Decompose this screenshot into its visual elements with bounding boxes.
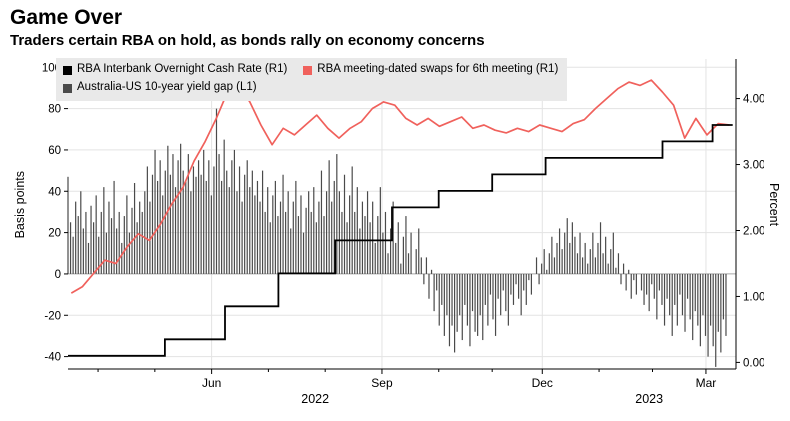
svg-text:Dec: Dec [531,376,552,390]
yield-gap-swatch-icon [63,83,72,93]
right-axis-title: Percent [767,182,782,226]
left-axis-title-column: Basis points [10,53,30,415]
swaps-swatch-icon [303,65,313,75]
legend: RBA Interbank Overnight Cash Rate (R1) R… [56,58,568,101]
legend-label-swaps: RBA meeting-dated swaps for 6th meeting … [317,63,559,76]
svg-text:2.00: 2.00 [743,226,765,238]
svg-text:3.00: 3.00 [743,160,765,172]
chart-subtitle: Traders certain RBA on hold, as bonds ra… [10,32,485,50]
legend-item-swaps: RBA meeting-dated swaps for 6th meeting … [303,61,558,79]
svg-text:60: 60 [48,145,61,157]
svg-text:1.00: 1.00 [743,292,765,304]
svg-text:4.00: 4.00 [743,94,765,106]
svg-text:Jun: Jun [202,376,221,390]
svg-text:20: 20 [48,228,61,240]
legend-label-yield-gap: Australia-US 10-year yield gap (L1) [77,81,257,94]
svg-text:-20: -20 [44,311,61,323]
svg-text:80: 80 [48,104,61,116]
svg-text:2023: 2023 [635,392,663,406]
legend-item-cash-rate: RBA Interbank Overnight Cash Rate (R1) [63,61,287,79]
svg-text:40: 40 [48,187,61,199]
cash-rate-swatch-icon [63,65,72,75]
svg-text:-40: -40 [44,352,61,364]
svg-text:2022: 2022 [301,392,329,406]
left-axis-title: Basis points [12,170,27,239]
legend-row-2: Australia-US 10-year yield gap (L1) [63,79,558,97]
legend-label-cash-rate: RBA Interbank Overnight Cash Rate (R1) [77,63,288,76]
chart-area: Basis points 100 80 60 40 20 0 -20 -40 4.00 3.00 2… [10,53,784,415]
legend-item-yield-gap: Australia-US 10-year yield gap (L1) [63,79,257,97]
chart-canvas: 100 80 60 40 20 0 -20 -40 4.00 3.00 2.00 1.00 0.00 Ju… [42,59,765,406]
svg-text:Mar: Mar [695,376,716,390]
svg-text:100: 100 [42,63,61,75]
chart-title: Game Over [10,6,123,29]
legend-row-1: RBA Interbank Overnight Cash Rate (R1) R… [63,61,558,79]
svg-text:0: 0 [54,269,60,281]
svg-text:Sep: Sep [371,376,393,390]
svg-text:0.00: 0.00 [743,358,765,370]
right-axis-title-column: Percent [764,53,784,415]
